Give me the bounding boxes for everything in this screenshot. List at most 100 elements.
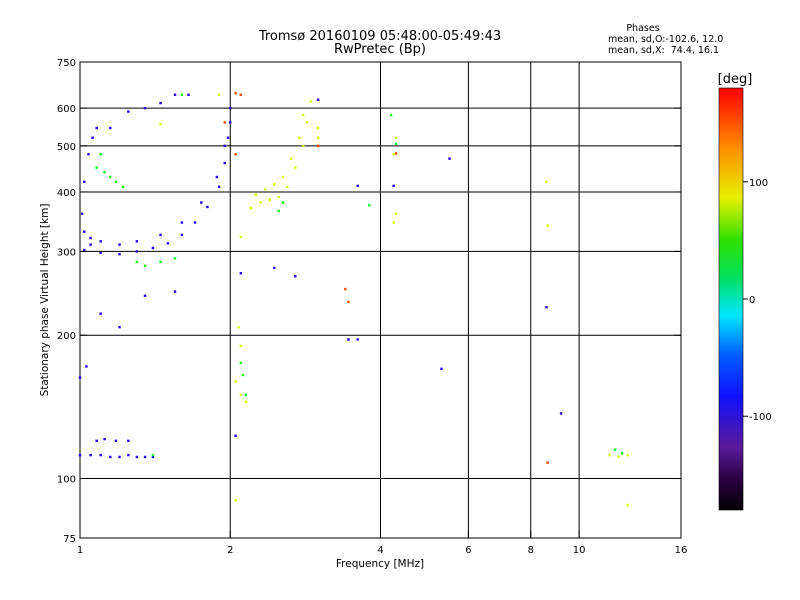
data-point xyxy=(347,338,350,341)
data-point xyxy=(95,166,98,169)
data-point xyxy=(109,455,112,459)
data-point xyxy=(99,153,102,156)
data-point xyxy=(389,113,393,117)
data-point xyxy=(135,455,139,459)
colorbar-label: [deg] xyxy=(718,72,753,87)
data-point xyxy=(546,224,549,227)
data-point xyxy=(294,166,297,169)
data-point xyxy=(143,455,147,459)
data-point xyxy=(316,126,320,130)
y-tick-label: 200 xyxy=(57,331,76,342)
data-point xyxy=(285,185,289,189)
data-point xyxy=(99,251,102,255)
colorbar-tick-label: 0 xyxy=(749,295,755,306)
data-point xyxy=(392,153,395,156)
data-point xyxy=(344,287,347,291)
data-point xyxy=(392,221,395,224)
data-point xyxy=(223,161,226,165)
data-point xyxy=(103,171,106,174)
data-point xyxy=(394,212,398,215)
stats-x-mode: mean, sd,X: 74.4, 16.1 xyxy=(608,45,719,56)
data-point xyxy=(80,212,84,215)
data-point xyxy=(546,461,549,464)
data-point xyxy=(559,412,563,415)
axis-ticks: 1 2 4 6 8 10 16 75 100 200 300 400 500 600 750 xyxy=(57,58,687,556)
data-points xyxy=(78,91,629,507)
data-point xyxy=(394,152,398,155)
data-point xyxy=(135,240,139,243)
data-point xyxy=(394,136,398,139)
data-point xyxy=(78,453,82,457)
data-point xyxy=(127,439,130,443)
data-point xyxy=(394,142,398,145)
data-point xyxy=(95,439,98,443)
data-point xyxy=(95,126,98,130)
data-point xyxy=(103,437,106,441)
data-point xyxy=(316,144,320,148)
data-point xyxy=(215,175,219,179)
data-point xyxy=(118,252,121,256)
x-tick-label: 2 xyxy=(227,545,233,556)
data-point xyxy=(89,243,92,246)
data-point xyxy=(234,434,237,437)
data-point xyxy=(234,380,237,383)
data-point xyxy=(118,325,121,329)
y-tick-label: 500 xyxy=(57,142,76,153)
y-tick-label: 100 xyxy=(57,475,76,486)
data-point xyxy=(217,185,221,189)
data-point xyxy=(290,157,293,160)
data-point xyxy=(114,439,118,443)
data-point xyxy=(99,312,102,315)
data-point xyxy=(281,175,285,179)
data-point xyxy=(159,260,162,264)
data-point xyxy=(173,93,177,96)
data-point xyxy=(301,113,305,117)
data-point xyxy=(392,184,395,188)
data-point xyxy=(244,393,248,396)
data-point xyxy=(613,448,617,451)
data-point xyxy=(239,361,243,365)
x-tick-label: 16 xyxy=(675,545,688,556)
y-tick-label: 300 xyxy=(57,247,76,258)
stats-o-mode: mean, sd,O:-102.6, 12.0 xyxy=(608,34,723,45)
data-point xyxy=(617,455,620,459)
data-point xyxy=(621,452,624,455)
data-point xyxy=(78,376,82,379)
data-point xyxy=(281,201,285,204)
data-point xyxy=(159,123,162,126)
data-point xyxy=(89,236,92,240)
data-point xyxy=(159,101,162,105)
data-point xyxy=(277,195,280,199)
data-point xyxy=(143,294,147,298)
data-point xyxy=(127,453,130,457)
data-point xyxy=(159,233,162,237)
data-point xyxy=(89,453,92,457)
data-point xyxy=(298,136,301,139)
data-point xyxy=(309,100,312,103)
data-point xyxy=(114,180,118,184)
data-point xyxy=(200,201,203,204)
data-point xyxy=(273,183,276,186)
data-point xyxy=(121,185,125,189)
y-tick-label: 750 xyxy=(57,58,76,69)
data-point xyxy=(301,144,305,148)
data-point xyxy=(109,126,112,130)
data-point xyxy=(87,153,90,156)
data-point xyxy=(239,235,243,238)
data-point xyxy=(173,257,177,260)
chart-subtitle: RwPretec (Bp) xyxy=(334,42,426,57)
data-point xyxy=(368,204,371,207)
data-point xyxy=(273,266,276,270)
data-point xyxy=(151,246,155,250)
data-point xyxy=(187,93,190,96)
colorbar-tick-label: 100 xyxy=(749,178,768,189)
data-point xyxy=(356,184,359,188)
data-point xyxy=(193,221,197,224)
data-point xyxy=(226,136,230,139)
data-point xyxy=(234,499,237,502)
data-point xyxy=(109,175,112,179)
data-point xyxy=(206,205,209,209)
data-point xyxy=(448,157,451,160)
data-point xyxy=(237,325,240,329)
